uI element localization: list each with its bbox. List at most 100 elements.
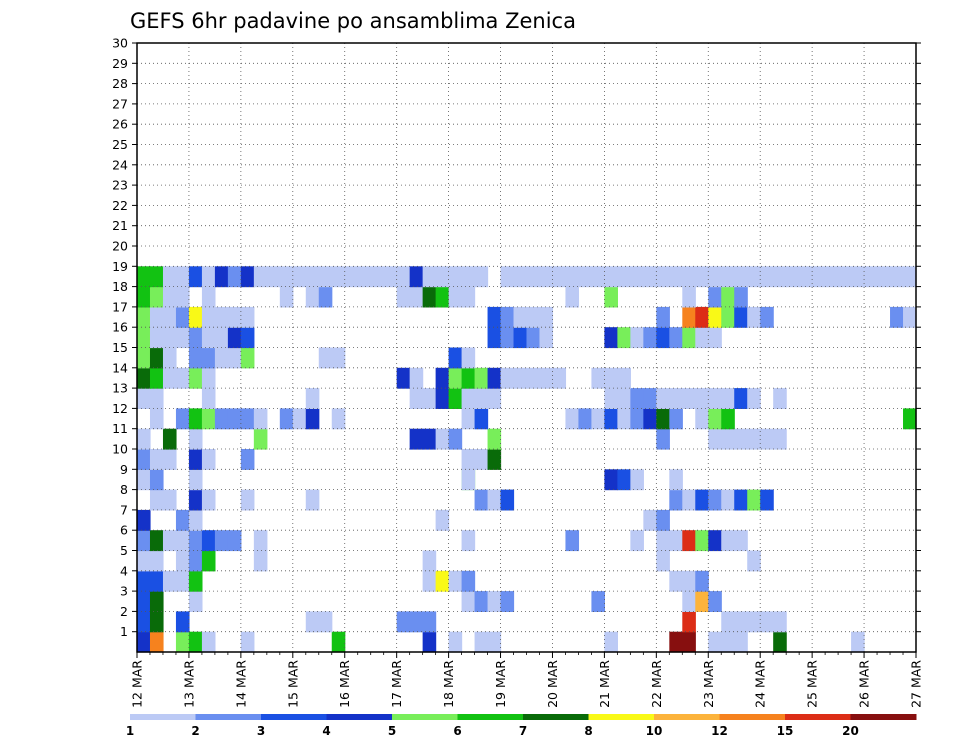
heatmap-cell — [669, 631, 683, 653]
heatmap-cell — [695, 388, 709, 409]
heatmap-cell — [396, 266, 411, 288]
heatmap-cell — [760, 306, 774, 328]
heatmap-cell — [162, 327, 177, 349]
heatmap-cell — [487, 327, 502, 349]
heatmap-cell — [604, 408, 618, 430]
heatmap-cell — [721, 489, 735, 511]
y-tick-label: 18 — [112, 279, 128, 294]
heatmap-cell — [137, 449, 151, 470]
heatmap-cell — [253, 530, 268, 552]
heatmap-cell — [149, 408, 164, 430]
y-tick-label: 24 — [112, 157, 128, 172]
heatmap-cell — [292, 408, 307, 430]
heatmap-cell — [474, 591, 489, 612]
heatmap-cell — [435, 266, 450, 288]
heatmap-cell — [149, 388, 164, 409]
heatmap-cell — [240, 408, 255, 430]
heatmap-cell — [188, 449, 203, 470]
heatmap-cell — [487, 367, 502, 389]
chart-title: GEFS 6hr padavine po ansamblima Zenica — [130, 9, 576, 33]
heatmap-cell — [760, 611, 774, 633]
heatmap-cell — [422, 286, 437, 308]
heatmap-cell — [227, 408, 242, 430]
heatmap-cell — [214, 347, 229, 369]
heatmap-cell — [253, 550, 268, 572]
heatmap-cell — [137, 469, 151, 491]
heatmap-cell — [188, 367, 203, 389]
heatmap-cell — [305, 286, 320, 308]
x-tick-label: 18 MAR — [441, 660, 456, 708]
heatmap-cell — [734, 631, 748, 653]
heatmap-cell — [578, 266, 593, 288]
heatmap-cell — [162, 286, 177, 308]
heatmap-cell — [565, 530, 580, 552]
colorbar-segment — [785, 714, 851, 720]
heatmap-cell — [682, 489, 696, 511]
heatmap-cell — [137, 388, 151, 409]
heatmap-cell — [773, 428, 787, 450]
heatmap-cell — [240, 306, 255, 328]
heatmap-cell — [539, 327, 554, 349]
heatmap-cell — [331, 266, 346, 288]
heatmap-cell — [448, 631, 463, 653]
heatmap-cell — [760, 489, 774, 511]
heatmap-cell — [137, 530, 151, 552]
colorbar-segment — [850, 714, 917, 720]
y-tick-label: 7 — [120, 502, 128, 517]
heatmap-cell — [708, 327, 722, 349]
heatmap-cell — [773, 388, 787, 409]
x-tick-label: 26 MAR — [857, 660, 872, 708]
heatmap-cell — [604, 388, 618, 409]
heatmap-cell — [149, 550, 164, 572]
heatmap-cell — [708, 388, 722, 409]
heatmap-cell — [383, 266, 398, 288]
heatmap-cell — [201, 306, 216, 328]
heatmap-cell — [253, 408, 268, 430]
heatmap-cell — [266, 266, 281, 288]
heatmap-cell — [149, 489, 164, 511]
heatmap-cell — [461, 367, 476, 389]
heatmap-cell — [747, 611, 761, 633]
colorbar-label: 2 — [191, 724, 199, 738]
x-tick-label: 24 MAR — [753, 660, 768, 708]
colorbar: 1 2 3 4 5 6 7 8 10 12 15 20 — [126, 714, 917, 738]
heatmap-cell — [669, 327, 683, 349]
y-tick-label: 2 — [120, 604, 128, 619]
heatmap-cell — [240, 489, 255, 511]
heatmap-cell — [526, 327, 541, 349]
colorbar-segment — [130, 714, 196, 720]
heatmap-cell — [721, 530, 735, 552]
heatmap-cell — [669, 530, 683, 552]
heatmap-cell — [435, 367, 450, 389]
heatmap-cell — [188, 489, 203, 511]
heatmap-cell — [474, 408, 489, 430]
heatmap-cell — [812, 266, 826, 288]
heatmap-cell — [201, 327, 216, 349]
heatmap-cell — [305, 489, 320, 511]
heatmap-cell — [695, 266, 709, 288]
heatmap-cell — [539, 367, 554, 389]
heatmap-cell — [474, 449, 489, 470]
x-tick-label: 12 MAR — [130, 660, 145, 708]
heatmap-cell — [279, 286, 294, 308]
heatmap-cell — [448, 367, 463, 389]
heatmap-cell — [461, 530, 476, 552]
heatmap-cell — [721, 428, 735, 450]
heatmap-cell — [708, 530, 722, 552]
heatmap-cell — [188, 327, 203, 349]
heatmap-cell — [578, 408, 593, 430]
heatmap-cell — [539, 266, 554, 288]
y-tick-label: 12 — [112, 401, 128, 416]
heatmap-cell — [734, 388, 748, 409]
heatmap-cell — [149, 611, 164, 633]
heatmap-cell — [474, 631, 489, 653]
heatmap-cell — [656, 408, 670, 430]
heatmap-cell — [279, 408, 294, 430]
heatmap-cell — [643, 388, 657, 409]
colorbar-segment — [261, 714, 327, 720]
heatmap-cell — [137, 428, 151, 450]
heatmap-cell — [604, 286, 618, 308]
heatmap-cell — [708, 631, 722, 653]
heatmap-cell — [201, 347, 216, 369]
heatmap-cell — [617, 388, 631, 409]
